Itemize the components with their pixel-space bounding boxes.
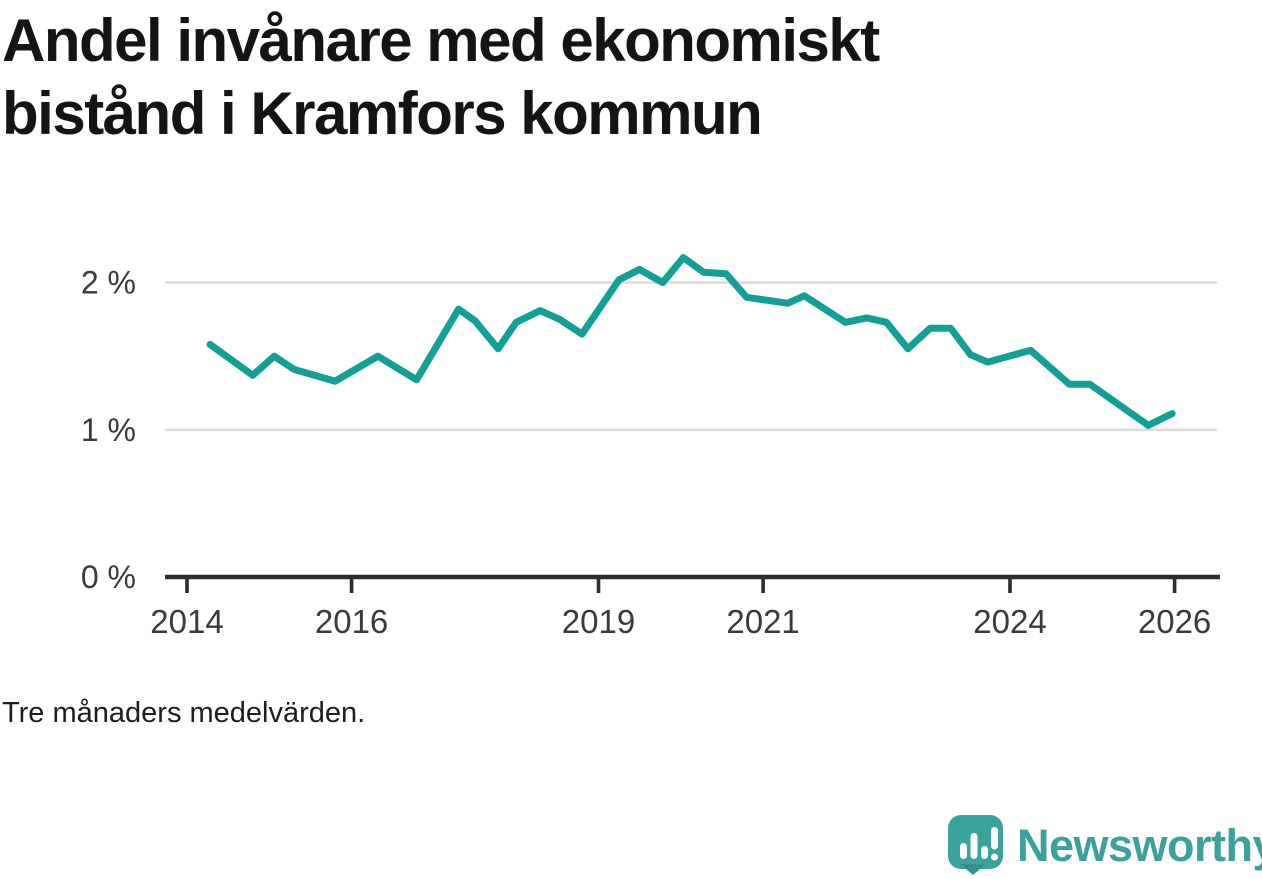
- logo-bubble-tail: [960, 864, 986, 875]
- brand-logo: Newsworthy: [946, 813, 1262, 879]
- x-axis-tick-label: 2019: [562, 603, 635, 640]
- x-axis-tick-label: 2026: [1138, 603, 1211, 640]
- x-axis-tick-label: 2021: [726, 603, 799, 640]
- x-axis-tick-label: 2014: [150, 603, 223, 640]
- logo-exclamation-dot: [991, 853, 998, 861]
- logo-bar-3: [981, 846, 988, 859]
- logo-exclamation-bar: [991, 827, 998, 850]
- y-axis-tick-label: 1 %: [81, 412, 136, 448]
- page-title-line-1: Andel invånare med ekonomiskt: [2, 7, 880, 74]
- x-axis-tick-label: 2024: [973, 603, 1046, 640]
- logo-bar-1: [960, 843, 967, 859]
- y-axis-tick-label: 0 %: [81, 559, 136, 595]
- chart-footnote: Tre månaders medelvärden.: [2, 697, 366, 729]
- y-axis-tick-label: 2 %: [81, 265, 136, 301]
- newsworthy-logo-icon: [948, 815, 1003, 875]
- page-title-line-2: bistånd i Kramfors kommun: [2, 80, 763, 147]
- page-title: Andel invånare med ekonomiskt bistånd i …: [2, 4, 880, 150]
- logo-bar-2: [970, 833, 978, 859]
- data-line-series: [206, 254, 1176, 429]
- brand-name: Newsworthy: [1017, 820, 1262, 871]
- x-axis-tick-label: 2016: [315, 603, 388, 640]
